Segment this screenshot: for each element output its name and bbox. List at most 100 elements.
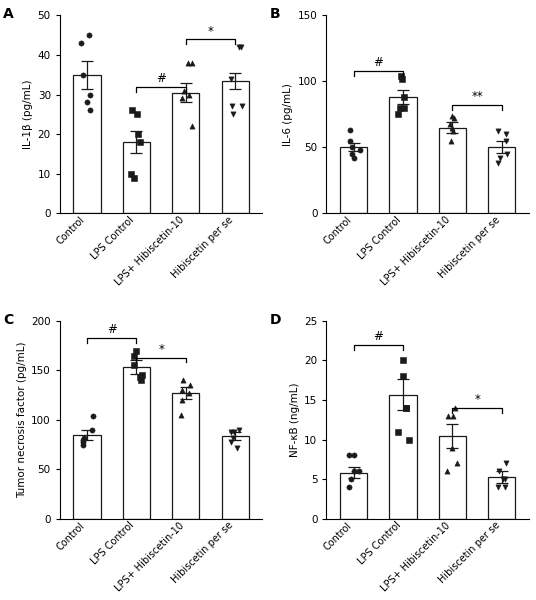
Point <box>128 106 137 115</box>
Bar <box>73 435 101 519</box>
Point <box>137 376 145 385</box>
Bar <box>488 148 516 213</box>
Point <box>227 101 236 111</box>
Point <box>399 356 407 365</box>
Point <box>185 380 194 390</box>
Point <box>237 101 246 111</box>
Point <box>228 433 237 442</box>
Point <box>227 437 235 446</box>
Point <box>79 70 88 80</box>
Point <box>89 411 98 421</box>
Point <box>345 482 353 492</box>
Bar <box>123 367 150 519</box>
Point <box>502 458 510 468</box>
Point <box>77 38 85 48</box>
Point <box>446 136 455 146</box>
Text: **: ** <box>471 91 483 103</box>
Point <box>448 443 457 452</box>
Point <box>401 403 410 413</box>
Point <box>136 137 144 147</box>
Text: C: C <box>3 313 13 327</box>
Point <box>503 149 511 158</box>
Point <box>226 74 235 83</box>
Point <box>80 433 88 442</box>
Point <box>78 440 87 449</box>
Point <box>449 113 458 123</box>
Point <box>88 425 96 434</box>
Point <box>349 467 358 476</box>
Y-axis label: Tumor necrosis factor (pg/mL): Tumor necrosis factor (pg/mL) <box>17 341 27 498</box>
Point <box>228 110 237 119</box>
Point <box>178 94 187 103</box>
Point <box>349 153 358 163</box>
Point <box>179 376 188 385</box>
Y-axis label: NF-κB (ng/mL): NF-κB (ng/mL) <box>290 383 300 457</box>
Point <box>131 346 140 355</box>
Point <box>126 169 135 178</box>
Point <box>177 410 185 420</box>
Point <box>129 361 138 370</box>
Text: #: # <box>374 56 383 69</box>
Bar <box>439 436 466 519</box>
Bar <box>172 393 199 519</box>
Bar <box>340 148 367 213</box>
Point <box>237 42 245 52</box>
Point <box>346 125 355 135</box>
Point <box>348 143 356 152</box>
Point <box>136 373 144 382</box>
Point <box>356 145 364 155</box>
Point <box>498 475 507 484</box>
Point <box>446 119 455 128</box>
Point <box>405 435 413 445</box>
Point <box>501 136 510 146</box>
Text: *: * <box>474 394 480 406</box>
Y-axis label: IL-1β (pg/mL): IL-1β (pg/mL) <box>24 80 33 149</box>
Point <box>494 158 502 168</box>
Point <box>448 111 456 121</box>
Point <box>443 467 451 476</box>
Bar <box>123 142 150 213</box>
Text: #: # <box>156 72 166 85</box>
Bar <box>222 80 249 213</box>
Point <box>399 371 407 381</box>
Point <box>86 106 95 115</box>
Point <box>188 121 197 131</box>
Point <box>348 149 356 158</box>
Bar <box>172 92 199 213</box>
Point <box>130 351 138 361</box>
Point <box>393 427 402 437</box>
Point <box>177 395 186 405</box>
Point <box>134 130 143 139</box>
Point <box>85 31 93 40</box>
Point <box>448 411 457 421</box>
Bar <box>222 436 249 519</box>
Text: #: # <box>107 323 117 336</box>
Point <box>188 58 196 68</box>
Point <box>184 58 192 68</box>
Point <box>449 127 458 136</box>
Point <box>448 123 456 133</box>
Point <box>444 411 452 421</box>
Point <box>501 482 510 492</box>
Bar <box>488 477 516 519</box>
Point <box>496 153 505 163</box>
Point <box>395 103 404 113</box>
Point <box>495 467 504 476</box>
Point <box>350 451 359 460</box>
Bar <box>340 473 367 519</box>
Text: *: * <box>207 25 213 38</box>
Point <box>184 90 193 100</box>
Point <box>185 388 193 398</box>
Point <box>453 458 461 468</box>
Bar <box>390 97 416 213</box>
Point <box>401 403 410 413</box>
Point <box>355 467 363 476</box>
Point <box>180 86 188 95</box>
Point <box>78 435 87 445</box>
Point <box>398 74 406 83</box>
Point <box>393 110 402 119</box>
Point <box>396 71 405 81</box>
Point <box>494 127 502 136</box>
Point <box>347 475 355 484</box>
Point <box>400 103 408 113</box>
